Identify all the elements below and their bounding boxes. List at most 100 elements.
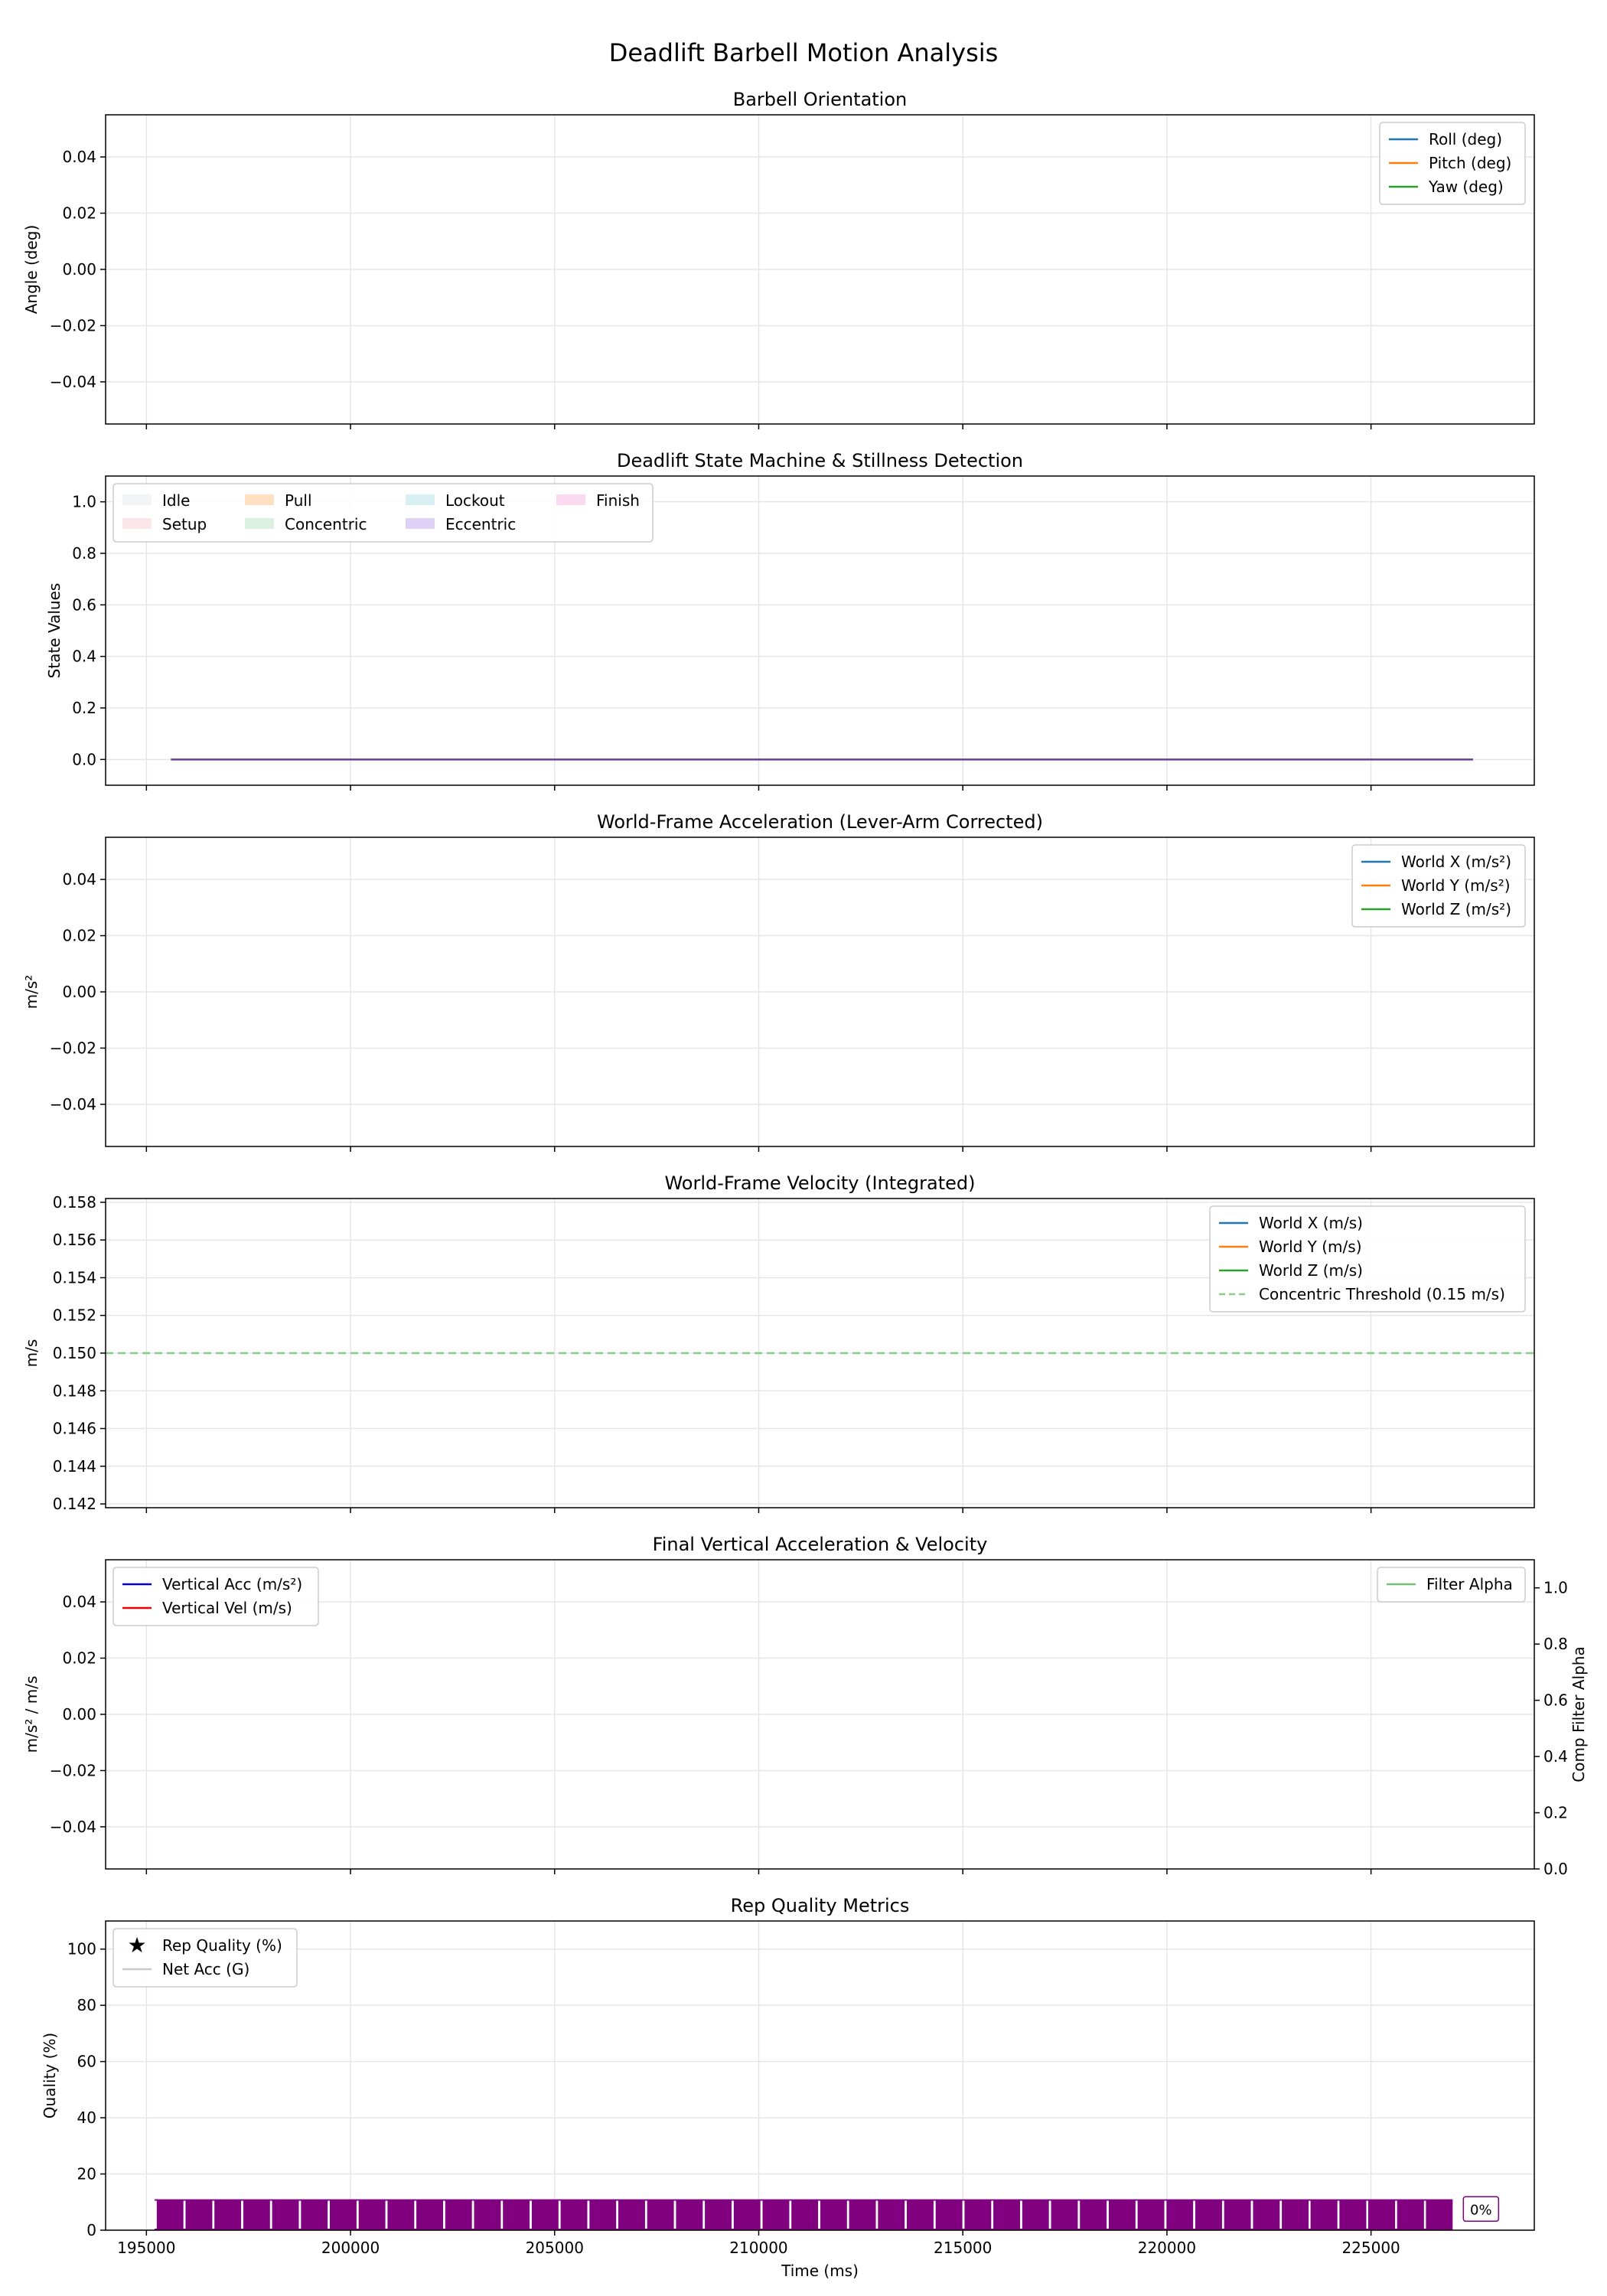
legend-box — [1351, 844, 1526, 928]
y-tick-label: 0.150 — [53, 1344, 96, 1362]
legend-patch — [122, 494, 152, 505]
y-tick-label: −0.02 — [50, 316, 96, 334]
chart-orientation: −0.04 −0.02 0.00 0.02 0.04 Angle (deg) Barbell… — [22, 89, 1535, 429]
legend-label: Vertical Vel (m/s) — [162, 1599, 292, 1617]
annotation-gap — [703, 2200, 706, 2229]
annotation-gap — [270, 2200, 272, 2229]
y-tick-label: 0.144 — [53, 1457, 96, 1476]
axes-frame — [105, 475, 1535, 786]
y-axis-label: State Values — [45, 583, 64, 679]
annotation-gap — [472, 2200, 474, 2229]
legend-box — [1209, 1205, 1526, 1313]
chart-title: World-Frame Velocity (Integrated) — [664, 1172, 975, 1194]
axes-frame — [105, 114, 1535, 425]
y-axis-label: m/s — [22, 1339, 41, 1368]
legend-box — [112, 1928, 298, 1988]
annotation-gap — [905, 2200, 907, 2229]
legend-label: World Y (m/s) — [1259, 1238, 1362, 1256]
legend-patch — [245, 494, 274, 505]
annotation-gap — [1395, 2200, 1397, 2229]
annotation-gap — [818, 2200, 820, 2229]
chart-title: Deadlift State Machine & Stillness Detec… — [617, 450, 1023, 471]
x-tick-label: 195000 — [117, 2239, 175, 2257]
legend-star-icon: ★ — [127, 1932, 146, 1958]
annotation-gap — [184, 2200, 186, 2229]
y-tick-label: 0.2 — [72, 699, 96, 717]
annotation-gap — [963, 2200, 965, 2229]
y-tick-label: 0.156 — [53, 1231, 96, 1249]
annotation-gap — [645, 2200, 647, 2229]
legend: World X (m/s²) World Y (m/s²) World Z (m/s… — [1351, 844, 1526, 928]
y-tick-label: 0.02 — [62, 204, 96, 223]
legend-box — [1377, 1567, 1526, 1603]
legend-states: Idle Setup Pull Concentric Lockout Eccentric F… — [112, 483, 654, 543]
y-axis-label: Quality (%) — [41, 2033, 59, 2118]
legend-label: Yaw (deg) — [1428, 178, 1504, 196]
y-tick-label: 0.146 — [53, 1420, 96, 1438]
legend: World X (m/s) World Y (m/s) World Z (m/s) C… — [1209, 1205, 1526, 1313]
legend-label: Setup — [162, 515, 207, 533]
legend-patch — [122, 518, 152, 529]
y-tick-label: 0.0 — [72, 750, 96, 768]
y-tick-label: −0.02 — [50, 1039, 96, 1057]
y-tick-label: 1.0 — [72, 493, 96, 511]
axes-frame — [105, 1920, 1535, 2231]
y-tick-label: 60 — [77, 2053, 96, 2071]
legend-patch — [245, 518, 274, 529]
chart-title: Final Vertical Acceleration & Velocity — [653, 1534, 988, 1555]
y-right-tick-label: 0.0 — [1543, 1860, 1568, 1878]
y-tick-label: −0.04 — [50, 1818, 96, 1836]
y-tick-label: 0.142 — [53, 1495, 96, 1513]
legend-label: World Z (m/s²) — [1401, 900, 1511, 918]
annotation-gap — [241, 2200, 243, 2229]
legend-label: Concentric Threshold (0.15 m/s) — [1259, 1285, 1505, 1303]
legend-box — [112, 1567, 319, 1626]
axes-frame — [105, 1198, 1535, 1508]
legend-label: Idle — [162, 491, 190, 510]
legend: Roll (deg) Pitch (deg) Yaw (deg) — [1379, 122, 1526, 205]
chart-title: Rep Quality Metrics — [731, 1895, 910, 1916]
annotation-gap — [443, 2200, 445, 2229]
legend: ★ Rep Quality (%) Net Acc (G) — [112, 1928, 298, 1988]
legend-left: Vertical Acc (m/s²) Vertical Vel (m/s) — [112, 1567, 319, 1626]
annotation-gap — [501, 2200, 504, 2229]
y-tick-label: 0.04 — [62, 1593, 96, 1611]
annotation-gap — [415, 2200, 417, 2229]
y-tick-label: 0.00 — [62, 983, 96, 1001]
figure-title: Deadlift Barbell Motion Analysis — [608, 38, 999, 67]
y-tick-label: −0.02 — [50, 1761, 96, 1779]
annotation-gap — [1309, 2200, 1311, 2229]
y-tick-label: 0.6 — [72, 595, 96, 614]
annotation-gap — [588, 2200, 590, 2229]
annotation-gap — [1107, 2200, 1109, 2229]
legend-label: Net Acc (G) — [162, 1960, 249, 1978]
annotation-gap — [674, 2200, 676, 2229]
y-axis-label: m/s² / m/s — [22, 1676, 41, 1753]
annotation-gap — [213, 2200, 215, 2229]
annotation-gap — [847, 2200, 849, 2229]
annotation-gap — [1280, 2200, 1283, 2229]
x-tick-label: 225000 — [1341, 2239, 1400, 2257]
legend-label: World X (m/s) — [1259, 1214, 1363, 1232]
y-tick-label: 0.00 — [62, 1705, 96, 1724]
y-tick-label: 0.154 — [53, 1268, 96, 1287]
y-tick-label: 0.02 — [62, 1649, 96, 1668]
annotation-gap — [876, 2200, 878, 2229]
annotation-gap — [1367, 2200, 1369, 2229]
y-axis-label: Angle (deg) — [22, 225, 41, 315]
annotation-gap — [386, 2200, 388, 2229]
annotation-gap — [1194, 2200, 1195, 2229]
x-tick-label: 215000 — [934, 2239, 992, 2257]
annotation-gap — [732, 2200, 734, 2229]
annotation-gap — [617, 2200, 618, 2229]
annotation-gap — [1222, 2200, 1224, 2229]
chart-title: Barbell Orientation — [733, 89, 908, 110]
annotation-gap — [357, 2200, 359, 2229]
y-tick-label: 0.4 — [72, 647, 96, 666]
y-right-tick-label: 0.6 — [1543, 1691, 1568, 1710]
chart-title: World-Frame Acceleration (Lever-Arm Corr… — [597, 811, 1043, 833]
annotation-gap — [1165, 2200, 1167, 2229]
x-tick-label: 205000 — [526, 2239, 584, 2257]
legend-label: World X (m/s²) — [1401, 853, 1511, 871]
legend-label: Filter Alpha — [1426, 1575, 1513, 1593]
